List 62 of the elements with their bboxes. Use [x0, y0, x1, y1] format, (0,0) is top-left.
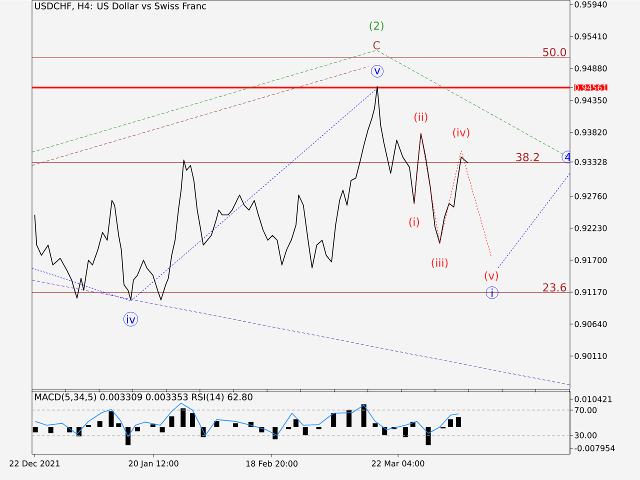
bar [160, 426, 165, 432]
y-tick-label: 0.91170 [574, 288, 607, 296]
bar [372, 423, 378, 427]
annotation: (iii) [432, 258, 448, 268]
annotation: 38.2 [516, 152, 539, 162]
y-tick-label: 0.93328 [574, 158, 607, 165]
y-tick-label: 0.91700 [574, 257, 607, 264]
annotation: (iv) [453, 128, 470, 138]
bar [361, 404, 366, 427]
bar [456, 417, 462, 427]
annotation: v [374, 68, 380, 74]
y2-tick-label: 30.00 [574, 432, 597, 438]
annotation: 50.0 [543, 48, 566, 56]
bar [426, 426, 431, 446]
y-tick-label: -0.007954 [574, 445, 615, 452]
y-tick-label: 0.95940 [574, 1, 607, 8]
bar [180, 408, 186, 427]
chart-title: MACD(5,34,5) 0.003309 0.003353 RSI(14) 62.80 [35, 393, 252, 402]
annotation: (2) [370, 21, 384, 32]
bar [190, 413, 196, 427]
line-series [34, 86, 468, 300]
bar [150, 424, 156, 427]
bar [116, 423, 122, 427]
annotation: C [373, 41, 380, 50]
y-tick-label: 0.90640 [574, 320, 607, 327]
bar [108, 411, 114, 427]
bar [233, 423, 238, 427]
bar [346, 410, 352, 427]
line-series [34, 402, 459, 437]
annotation: iv [126, 314, 136, 324]
x-tick-label: 22 Dec 2021 [10, 460, 60, 466]
y-tick-label: 0.92230 [574, 225, 607, 232]
bar [302, 426, 308, 436]
bar [134, 426, 140, 432]
y-tick-label: 0.94350 [574, 97, 607, 104]
annotation: (ii) [414, 112, 428, 122]
annotation: 23.6 [543, 283, 566, 292]
bar [214, 421, 220, 427]
y-tick-label: 0.95410 [574, 33, 607, 40]
y-tick-label: 0.92760 [574, 193, 607, 200]
y-tick-label: 0.94880 [574, 65, 607, 72]
bar [293, 419, 298, 427]
bar [97, 421, 102, 427]
y-tick-label: 0.94561 [574, 84, 607, 91]
annotation: (i) [409, 217, 420, 228]
bar [286, 426, 292, 430]
bar [402, 426, 408, 438]
annotation: (v) [484, 271, 498, 281]
y-tick-label: 0.010421 [574, 396, 612, 402]
chart-title: USDCHF, H4: US Dollar vs Swiss Franc [34, 2, 206, 10]
y2-tick-label: 70.00 [574, 406, 597, 414]
bar [331, 413, 336, 427]
annotation: i [492, 288, 493, 297]
x-tick-label: 18 Feb 20:00 [246, 460, 298, 466]
y-tick-label: 0.93820 [574, 129, 607, 136]
bar [169, 416, 174, 427]
bar [48, 426, 54, 434]
y-tick-label: 0.90110 [574, 352, 607, 359]
x-tick-label: 22 Mar 04:00 [372, 460, 424, 466]
x-tick-label: 20 Jan 12:00 [128, 460, 178, 468]
bar [448, 419, 453, 427]
bar [316, 426, 322, 430]
